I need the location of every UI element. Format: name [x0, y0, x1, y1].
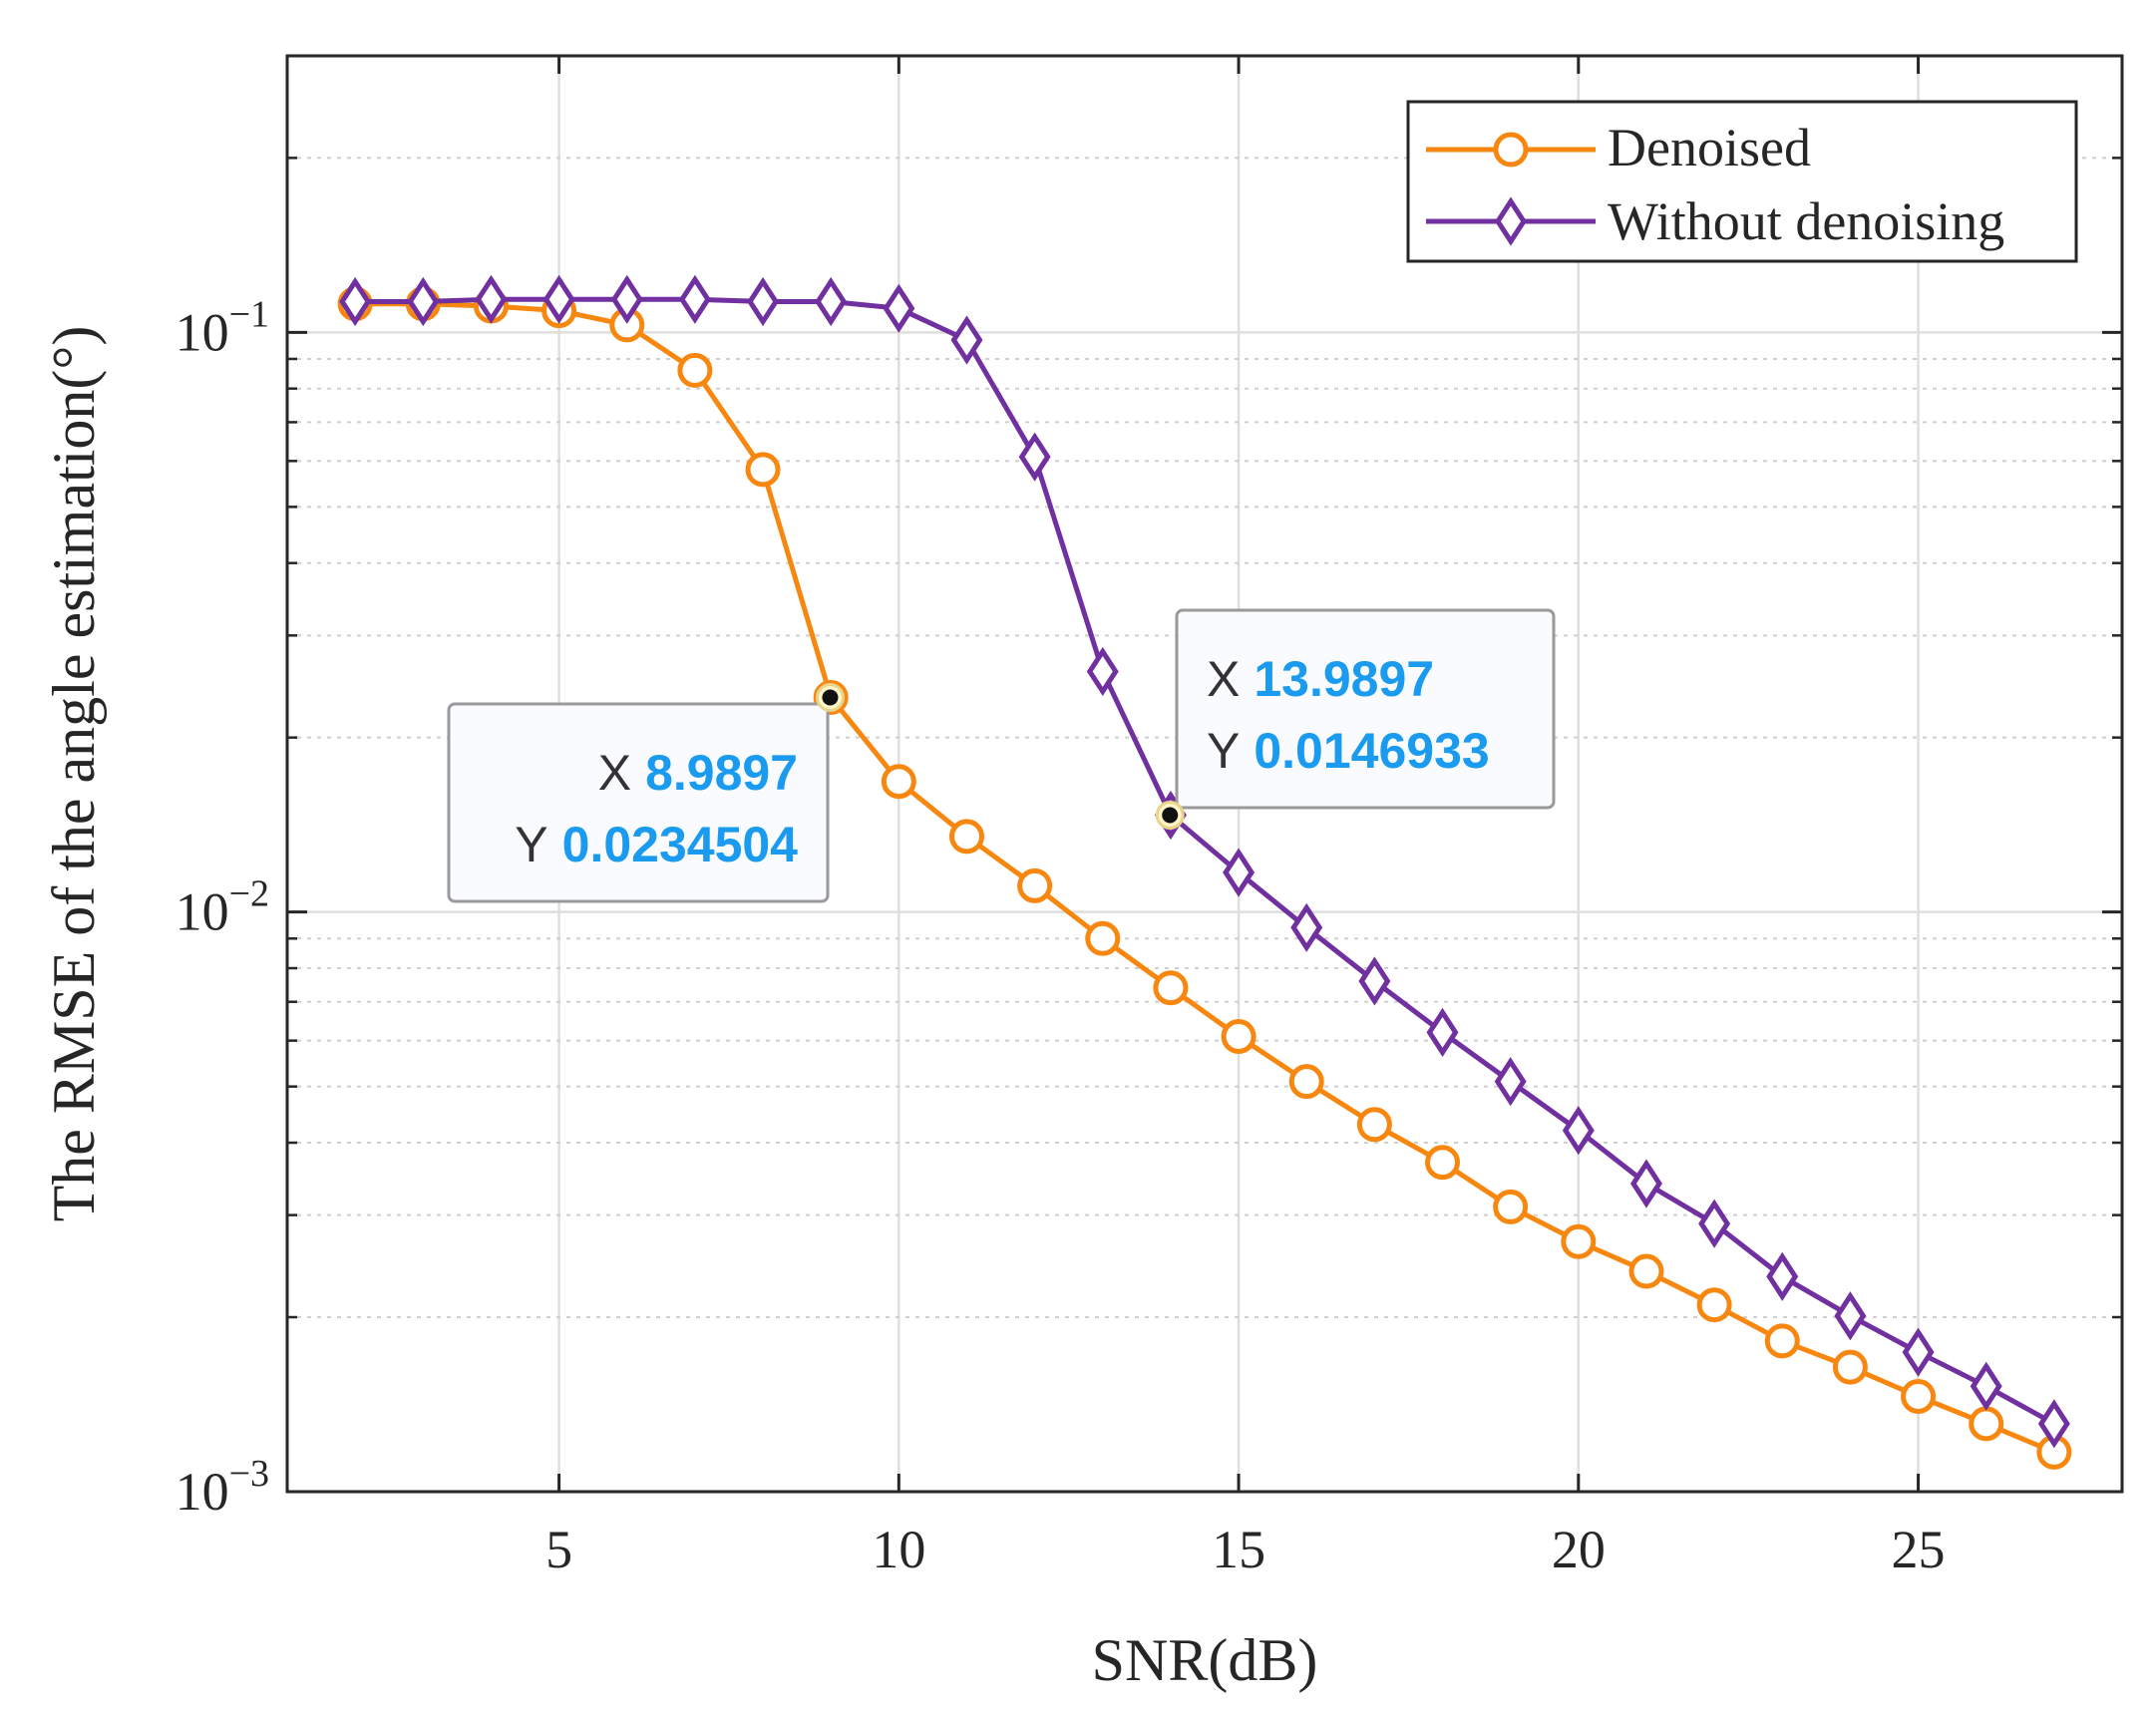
- legend: Denoised Without denoising: [1406, 100, 2078, 263]
- data-point: [1018, 432, 1051, 482]
- datatip-box: [1175, 608, 1556, 810]
- data-point: [1902, 1327, 1935, 1377]
- datatip-y-value: 0.0234504: [562, 817, 799, 872]
- data-point: [883, 283, 915, 333]
- data-point: [948, 819, 984, 855]
- data-point: [678, 274, 711, 324]
- datatip-x-row: X 8.9897: [598, 745, 798, 801]
- y-tick-label: 10−3: [176, 1453, 269, 1522]
- datatip-y-label: Y: [515, 817, 547, 872]
- data-point: [1356, 1107, 1392, 1143]
- datatip-x-value: 8.9897: [645, 745, 798, 801]
- legend-marker-without-denoising: [1495, 196, 1527, 246]
- data-point: [1628, 1253, 1664, 1289]
- data-point: [1153, 970, 1189, 1006]
- datatip-marker[interactable]: [822, 689, 839, 706]
- data-point: [815, 276, 848, 327]
- legend-marker-denoised: [1493, 132, 1529, 168]
- data-point: [1696, 1287, 1732, 1323]
- series-without-denoising: [339, 274, 2070, 1449]
- x-tick-label: 5: [545, 1520, 572, 1579]
- data-point: [1493, 1189, 1529, 1224]
- datatip-denoised[interactable]: X 8.9897 Y 0.0234504: [447, 702, 830, 903]
- data-point: [1698, 1199, 1731, 1248]
- datatip-x-label: X: [1207, 651, 1240, 707]
- data-point: [1970, 1361, 2002, 1411]
- data-point: [1764, 1323, 1800, 1359]
- legend-label-denoised: Denoised: [1608, 118, 1811, 177]
- y-axis-label: The RMSE of the angle estimation(°): [41, 326, 107, 1222]
- data-point: [1766, 1251, 1799, 1301]
- datatip-x-value: 13.9897: [1254, 651, 1434, 707]
- x-tick-label: 10: [872, 1520, 925, 1579]
- x-tick-label: 20: [1552, 1520, 1606, 1579]
- data-point: [677, 352, 713, 388]
- axis-ticks: 5 10 15 20 25 10−1 10−2 10−3: [176, 56, 2122, 1579]
- datatip-marker[interactable]: [1162, 807, 1179, 824]
- x-tick-label: 25: [1892, 1520, 1946, 1579]
- x-axis-label: SNR(dB): [1092, 1627, 1318, 1693]
- data-point: [1562, 1106, 1595, 1156]
- data-point: [1425, 1145, 1461, 1181]
- data-point: [1085, 920, 1121, 956]
- data-point: [339, 276, 372, 327]
- data-point: [1426, 1007, 1459, 1057]
- x-tick-label: 15: [1212, 1520, 1265, 1579]
- data-point: [1969, 1406, 2004, 1442]
- datatip-y-label: Y: [1207, 723, 1240, 779]
- data-point: [1290, 902, 1323, 952]
- data-point: [1494, 1057, 1527, 1107]
- datatip-y-value: 0.0146933: [1254, 723, 1489, 779]
- data-point: [1221, 1018, 1257, 1054]
- datatip-x-row: X 13.9897: [1207, 651, 1434, 707]
- data-point: [747, 276, 780, 327]
- legend-label-without-denoising: Without denoising: [1608, 191, 2004, 251]
- data-point: [745, 452, 781, 488]
- datatip-y-row: Y 0.0146933: [1207, 723, 1490, 779]
- data-point: [542, 274, 575, 324]
- data-point: [1358, 956, 1391, 1006]
- plot-frame: [285, 54, 2124, 1494]
- data-point: [1017, 867, 1053, 903]
- data-point: [407, 276, 440, 327]
- data-point: [1629, 1159, 1662, 1208]
- data-point: [1288, 1064, 1324, 1100]
- data-point: [1834, 1291, 1867, 1341]
- y-tick-label: 10−1: [176, 293, 269, 362]
- series-group: [337, 274, 2072, 1470]
- data-point: [1832, 1349, 1868, 1385]
- data-point: [2037, 1399, 2070, 1449]
- legend-box: [1406, 100, 2078, 263]
- datatip-x-label: X: [598, 745, 631, 801]
- data-point: [950, 315, 983, 365]
- datatip-without-denoising[interactable]: X 13.9897 Y 0.0146933: [1175, 608, 1556, 810]
- datatip-y-row: Y 0.0234504: [515, 817, 798, 872]
- data-point: [475, 274, 508, 324]
- data-point: [1086, 646, 1119, 697]
- data-point: [610, 274, 643, 324]
- datatip-box: [447, 702, 830, 903]
- data-point: [1901, 1378, 1937, 1414]
- y-tick-label: 10−2: [176, 873, 269, 942]
- datatip-points: [815, 683, 1185, 831]
- data-point: [1561, 1223, 1597, 1259]
- data-point: [881, 764, 916, 800]
- data-point: [1223, 848, 1256, 897]
